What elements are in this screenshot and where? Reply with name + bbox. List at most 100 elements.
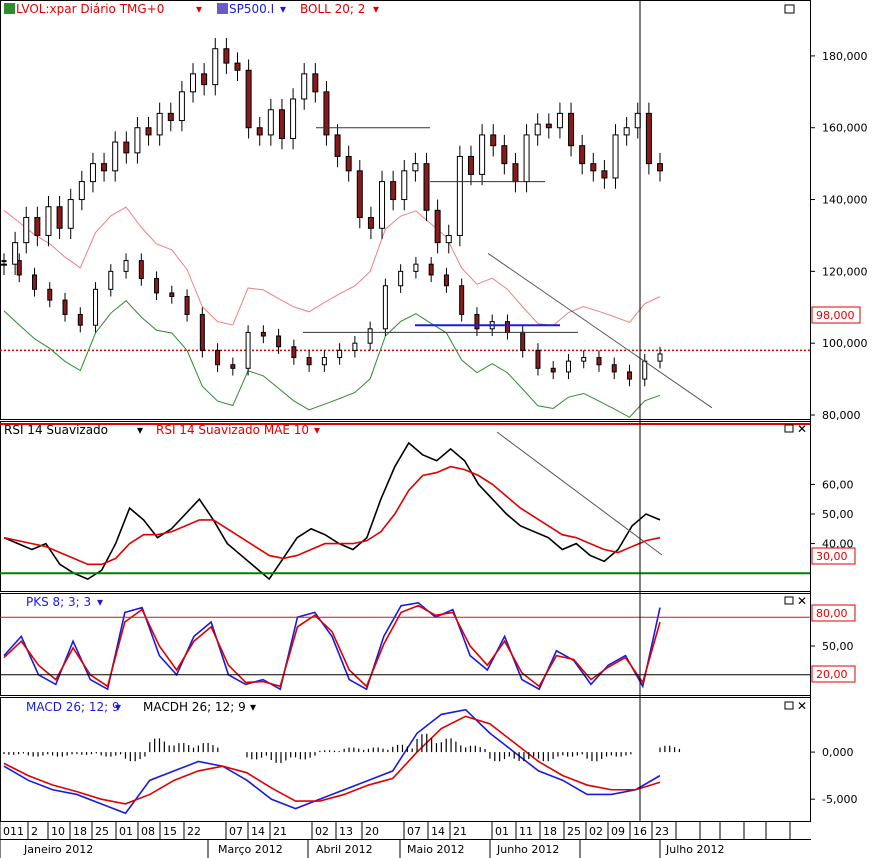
index-candle xyxy=(413,263,419,272)
price-candle xyxy=(67,199,74,229)
price-panel-frame xyxy=(0,0,811,420)
price-candle xyxy=(523,134,530,183)
pks-label[interactable]: PKS 8; 3; 3 xyxy=(26,595,91,609)
y-tick-label: 140,000 xyxy=(822,194,868,207)
index-candle xyxy=(230,364,236,369)
pks-header: PKS 8; 3; 3 ▾ xyxy=(26,595,103,609)
index-candle xyxy=(550,367,556,373)
trend-line[interactable] xyxy=(487,252,713,409)
price-candle xyxy=(512,163,519,183)
maximize-icon[interactable] xyxy=(784,4,795,14)
maximize-icon[interactable] xyxy=(784,424,794,433)
price-candle xyxy=(456,155,463,236)
index-icon xyxy=(217,3,228,14)
chevron-down-icon[interactable]: ▾ xyxy=(137,423,143,437)
x-day-label: 14 xyxy=(251,825,265,838)
index-candle xyxy=(337,349,343,359)
index-candle xyxy=(535,349,541,369)
price-candle xyxy=(156,112,163,136)
index-candle xyxy=(520,331,526,351)
trend-line[interactable] xyxy=(496,431,663,556)
series-line-0 xyxy=(3,708,661,815)
x-month-label: Maio 2012 xyxy=(407,843,465,856)
index-candle xyxy=(321,357,327,366)
x-axis: 011 2 10 18 25 01 08 15 22 07 14 21 02 13 20 07 14 21 01 11… xyxy=(0,822,811,858)
rsi-label[interactable]: RSI 14 Suavizado xyxy=(4,423,108,437)
overlay-label[interactable]: SP500.I xyxy=(229,2,274,16)
price-candle xyxy=(234,62,241,71)
y-tick-label: 40,00 xyxy=(822,538,854,551)
x-day-label: 18 xyxy=(543,825,557,838)
pks-lower-badge: 20,00 xyxy=(811,665,856,683)
price-candle xyxy=(145,127,152,136)
chevron-down-icon[interactable]: ▾ xyxy=(196,2,202,16)
price-candle xyxy=(645,112,652,165)
x-day-label: 07 xyxy=(229,825,243,838)
index-candle xyxy=(626,371,632,380)
y-tick-label: 120,000 xyxy=(822,265,868,278)
index-candle xyxy=(291,346,297,359)
price-candle xyxy=(501,145,508,165)
price-candle xyxy=(390,181,397,201)
price-candle xyxy=(267,109,274,136)
price-candle xyxy=(601,170,608,179)
price-candle xyxy=(245,69,252,129)
chevron-down-icon[interactable]: ▾ xyxy=(97,595,103,609)
price-candle xyxy=(579,145,586,165)
index-candle xyxy=(306,357,312,366)
price-candle xyxy=(623,127,630,136)
price-candle xyxy=(334,134,341,157)
rsi-level-badge: 30,00 xyxy=(811,547,856,565)
macd-header: MACD 26; 12; 9 ▾ MACDH 26; 12; 9 ▾ xyxy=(26,700,256,714)
index-candle xyxy=(215,349,221,366)
x-month-label: Junho 2012 xyxy=(496,843,559,856)
chevron-down-icon[interactable]: ▾ xyxy=(280,2,286,16)
x-day-label: 11 xyxy=(519,825,533,838)
close-icon[interactable]: ✕ xyxy=(797,422,807,436)
price-candle xyxy=(212,48,219,86)
pks-y-axis: 50,00 xyxy=(810,640,854,653)
x-day-label: 21 xyxy=(453,825,467,838)
index-candle xyxy=(184,296,190,315)
macdh-label[interactable]: MACDH 26; 12; 9 xyxy=(143,700,246,714)
chevron-down-icon[interactable]: ▾ xyxy=(115,700,121,714)
chevron-down-icon[interactable]: ▾ xyxy=(250,700,256,714)
price-candle xyxy=(590,163,597,172)
series-line-1 xyxy=(3,604,661,688)
price-candle xyxy=(123,141,130,154)
price-candle xyxy=(56,206,63,229)
index-candle xyxy=(352,342,358,351)
price-candle xyxy=(534,123,541,136)
x-month-label: Abril 2012 xyxy=(316,843,373,856)
bollinger-lower-band xyxy=(3,300,661,418)
index-candle xyxy=(443,274,449,287)
chevron-down-icon[interactable]: ▾ xyxy=(314,423,320,437)
maximize-icon[interactable] xyxy=(784,701,794,710)
price-candle xyxy=(401,170,408,201)
index-candle xyxy=(47,288,53,301)
maximize-icon[interactable] xyxy=(784,596,794,605)
rsi-ma-label[interactable]: RSI 14 Suavizado MAE 10 xyxy=(156,423,309,437)
index-candle xyxy=(123,260,129,272)
index-candle xyxy=(16,260,22,276)
index-candle xyxy=(199,313,205,351)
boll-label[interactable]: BOLL 20; 2 xyxy=(300,2,365,16)
price-candle xyxy=(89,163,96,183)
price-candle xyxy=(467,155,474,175)
x-day-label: 20 xyxy=(365,825,379,838)
index-candle xyxy=(276,335,282,348)
close-icon[interactable]: ✕ xyxy=(797,594,807,608)
last-price-badge: 98,000 xyxy=(811,306,861,324)
pks-plot xyxy=(0,601,810,691)
index-candle xyxy=(459,285,465,315)
chevron-down-icon[interactable]: ▾ xyxy=(373,2,379,16)
symbol-label[interactable]: LVOL:xpar Diário TMG+0 xyxy=(16,2,164,16)
x-day-label: 13 xyxy=(339,825,353,838)
index-candle xyxy=(581,357,587,362)
macd-label[interactable]: MACD 26; 12; 9 xyxy=(26,700,120,714)
y-tick-label: 160,000 xyxy=(822,122,868,135)
index-candle xyxy=(138,260,144,280)
price-candle xyxy=(190,73,197,93)
close-icon[interactable]: ✕ xyxy=(797,699,807,713)
price-candle xyxy=(545,123,552,129)
